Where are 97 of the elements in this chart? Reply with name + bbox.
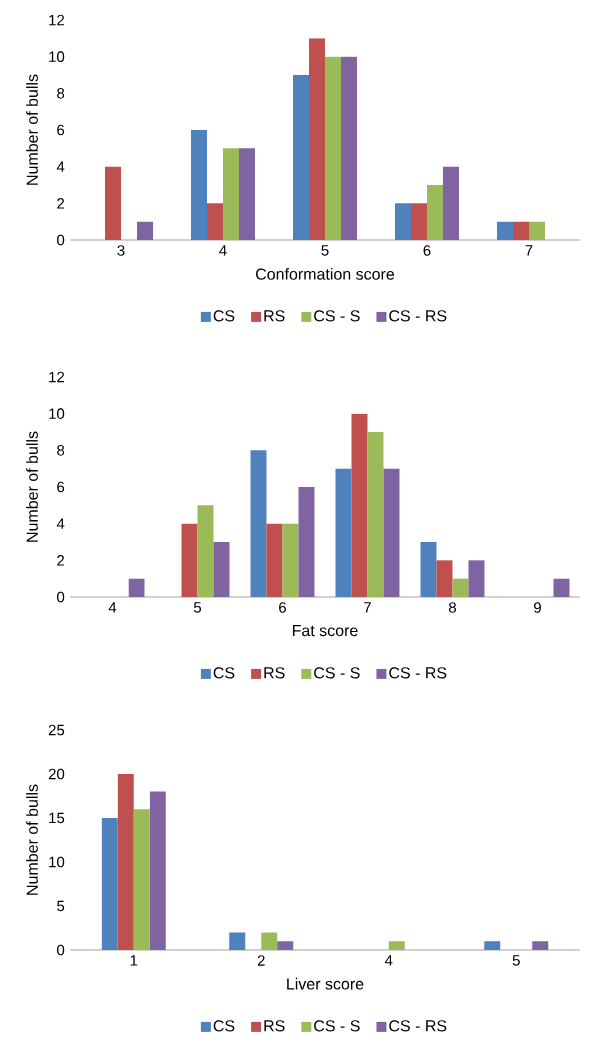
y-tick-label: 15	[49, 812, 65, 824]
x-tick-label: 5	[512, 955, 520, 966]
y-tick-label: 6	[57, 124, 65, 136]
y-tick-label: 20	[48, 768, 65, 780]
x-tick-label: 6	[423, 245, 431, 256]
x-tick-label: 8	[448, 602, 456, 613]
legend-label: CS	[213, 667, 235, 679]
y-tick-label: 10	[49, 856, 65, 868]
bar	[298, 487, 315, 597]
bar	[137, 221, 153, 240]
y-tick-label: 2	[57, 555, 65, 566]
legend-label: CS - RS	[389, 1020, 447, 1032]
bar	[101, 817, 118, 950]
bar	[213, 542, 230, 597]
y-axis-title: Number of bulls	[26, 784, 38, 895]
y-tick-label: 5	[57, 900, 65, 912]
bar	[222, 148, 239, 240]
bar	[335, 468, 352, 597]
bar	[239, 148, 255, 240]
legend-label: RS	[264, 667, 285, 679]
legend-label: CS	[213, 1020, 235, 1032]
legend-label: CS - S	[314, 1020, 360, 1032]
x-tick-label: 5	[321, 245, 329, 256]
bar	[190, 130, 207, 240]
y-tick-label: 0	[57, 591, 65, 603]
bar	[442, 166, 459, 240]
bar	[117, 774, 134, 950]
bar	[388, 941, 405, 950]
x-axis-title: Liver score	[287, 977, 364, 990]
bar	[206, 203, 223, 240]
y-tick-label: 10	[49, 51, 65, 62]
bar	[436, 560, 453, 597]
bar	[512, 221, 529, 240]
y-axis-title: Number of bulls	[26, 431, 38, 542]
x-axis-title: Fat score	[292, 625, 358, 637]
bar	[367, 432, 384, 597]
x-tick-label: 9	[534, 602, 541, 613]
bar	[528, 221, 545, 240]
x-tick-label: 4	[219, 245, 227, 256]
legend-label: CS - RS	[389, 310, 447, 322]
bar	[496, 221, 513, 240]
legend-label: CS	[213, 310, 235, 322]
y-tick-label: 12	[49, 371, 65, 383]
legend-label: RS	[264, 310, 285, 322]
x-tick-label: 2	[257, 955, 265, 966]
y-tick-label: 25	[48, 724, 65, 736]
x-tick-label: 7	[525, 245, 533, 256]
bar	[383, 468, 400, 597]
x-tick-label: 4	[108, 602, 117, 613]
bar	[105, 166, 121, 240]
bar	[468, 560, 485, 597]
x-tick-label: 6	[279, 602, 287, 613]
bar	[149, 791, 166, 950]
bar	[261, 932, 278, 950]
bar	[420, 542, 437, 597]
x-tick-label: 1	[130, 955, 138, 966]
y-tick-label: 10	[49, 408, 65, 419]
bar	[229, 932, 246, 950]
bar	[340, 56, 357, 240]
bar	[308, 38, 325, 240]
y-tick-label: 6	[57, 481, 65, 493]
y-tick-label: 4	[56, 161, 65, 172]
bar	[324, 56, 341, 240]
y-axis-title: Number of bulls	[26, 74, 38, 185]
y-tick-label: 8	[57, 445, 65, 456]
bar	[553, 578, 570, 597]
y-tick-label: 8	[57, 88, 65, 99]
bar	[532, 941, 549, 950]
bar	[282, 523, 299, 597]
y-tick-label: 12	[49, 14, 65, 26]
y-tick-label: 2	[57, 198, 65, 209]
bar	[266, 523, 283, 597]
bar	[277, 941, 294, 950]
x-axis-title: Conformation score	[256, 268, 395, 280]
legend-label: RS	[264, 1020, 285, 1032]
x-tick-label: 5	[193, 602, 202, 613]
bar	[426, 185, 443, 240]
bar	[128, 578, 145, 597]
legend-label: CS - S	[314, 310, 360, 322]
legend-label: CS - S	[314, 667, 360, 679]
y-tick-label: 0	[57, 234, 65, 246]
bar	[292, 75, 309, 240]
bar	[250, 450, 267, 597]
bar	[351, 413, 368, 597]
bar	[181, 523, 198, 597]
x-tick-label: 4	[384, 955, 393, 966]
legend-label: CS - RS	[389, 667, 447, 679]
bar	[394, 203, 411, 240]
bar	[410, 203, 427, 240]
x-tick-label: 7	[364, 602, 371, 613]
bar	[452, 578, 469, 597]
bar	[197, 505, 214, 597]
y-tick-label: 0	[57, 944, 65, 956]
bar	[484, 941, 501, 950]
x-tick-label: 3	[117, 245, 125, 256]
y-tick-label: 4	[56, 518, 65, 529]
bar	[133, 809, 150, 950]
